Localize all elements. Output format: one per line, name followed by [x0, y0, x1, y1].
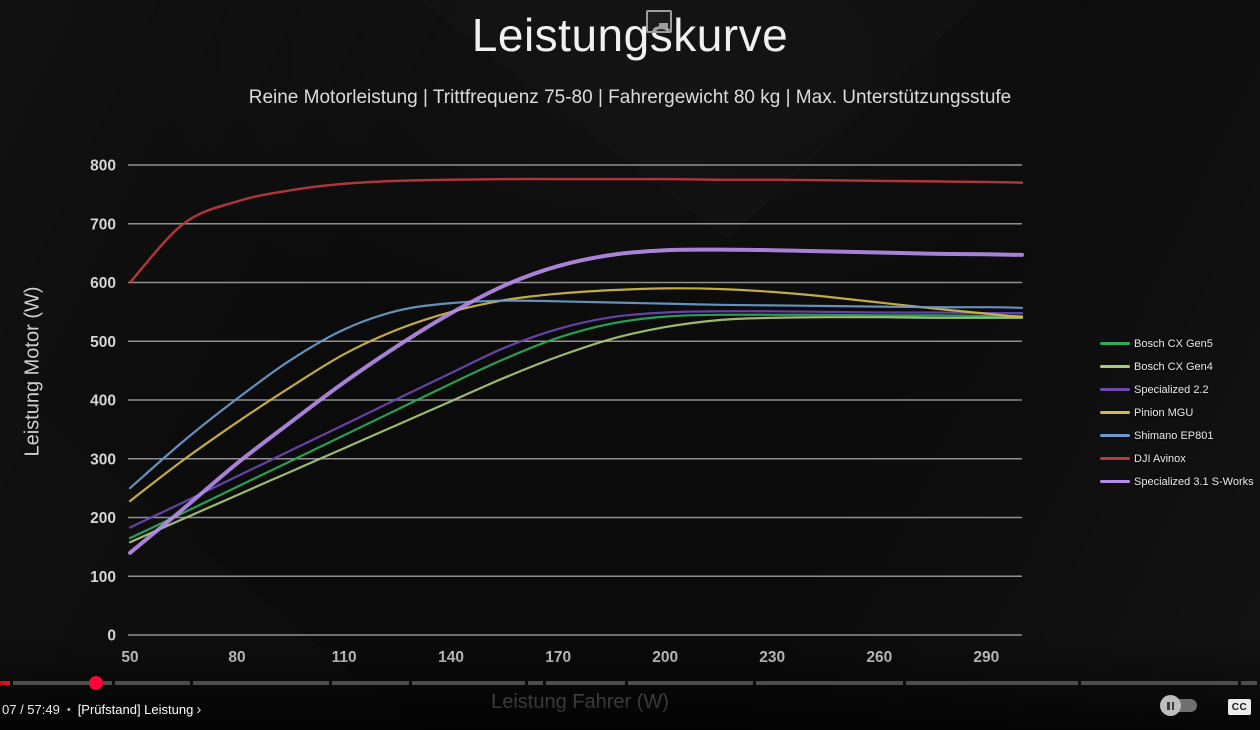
x-tick-label: 50	[121, 649, 138, 666]
player-info-bar: 07 / 57:49 • [Prüfstand] Leistung ›	[2, 701, 201, 718]
y-tick-label: 0	[107, 628, 116, 645]
legend-swatch	[1100, 388, 1130, 391]
legend-item: Bosch CX Gen5	[1100, 332, 1254, 355]
y-tick-label: 500	[90, 334, 116, 351]
y-tick-label: 400	[90, 393, 116, 410]
x-tick-label: 170	[545, 649, 571, 666]
chart-subtitle: Reine Motorleistung | Trittfrequenz 75-8…	[248, 87, 1012, 108]
legend-item: Bosch CX Gen4	[1100, 355, 1254, 378]
progress-chapter-segment	[193, 681, 329, 685]
series-line-dji-avinox	[128, 177, 1024, 284]
separator-dot: •	[66, 703, 71, 716]
legend-swatch	[1100, 365, 1130, 368]
y-tick-label: 200	[90, 510, 116, 527]
autoplay-toggle-knob	[1160, 695, 1181, 716]
y-tick-label: 300	[90, 451, 116, 468]
series-line-bosch-cx-gen5	[128, 313, 1024, 540]
chapter-title-button[interactable]: [Prüfstand] Leistung ›	[78, 701, 202, 718]
x-tick-label: 110	[332, 649, 357, 666]
legend-item: Specialized 3.1 S-Works	[1100, 470, 1254, 493]
series-line-bosch-cx-gen4	[128, 316, 1024, 544]
time-display: 07 / 57:49	[2, 702, 60, 717]
legend-label: Bosch CX Gen4	[1134, 360, 1213, 373]
y-tick-label: 700	[90, 216, 116, 233]
legend-label: Specialized 2.2	[1134, 383, 1209, 396]
y-tick-label: 600	[90, 275, 116, 292]
series-line-pinion-mgu	[128, 287, 1024, 503]
series-line-shimano-ep801	[128, 299, 1024, 490]
y-tick-label: 800	[90, 158, 116, 175]
pause-icon	[1171, 701, 1174, 710]
series-line-specialized-2-2	[128, 310, 1024, 529]
progress-chapter-segment	[1081, 681, 1238, 685]
legend-item: DJI Avinox	[1100, 447, 1254, 470]
legend-swatch	[1100, 434, 1130, 437]
legend-label: Pinion MGU	[1134, 406, 1194, 419]
legend-item: Specialized 2.2	[1100, 378, 1254, 401]
series-line-specialized-3-1-s-works	[128, 247, 1024, 555]
pause-icon	[1167, 701, 1170, 710]
autoplay-toggle[interactable]	[1160, 695, 1197, 716]
legend-item: Shimano EP801	[1100, 424, 1254, 447]
chapter-title-label: [Prüfstand] Leistung	[77, 702, 194, 717]
legend-label: Specialized 3.1 S-Works	[1134, 475, 1254, 488]
progress-chapter-segment	[756, 681, 903, 685]
legend-label: DJI Avinox	[1134, 452, 1186, 465]
x-tick-label: 80	[228, 649, 245, 666]
y-tick-label: 100	[90, 569, 116, 586]
progress-played	[0, 681, 10, 685]
progress-chapter-segment	[332, 681, 409, 685]
chart-legend: Bosch CX Gen5 Bosch CX Gen4 Specialized 2.…	[1100, 332, 1254, 493]
miniplayer-icon[interactable]	[646, 10, 672, 33]
progress-chapter-segment	[906, 681, 1078, 685]
progress-chapter-segment	[528, 681, 543, 685]
progress-chapter-segment	[13, 681, 112, 685]
legend-swatch	[1100, 411, 1130, 414]
legend-label: Bosch CX Gen5	[1134, 337, 1213, 350]
legend-swatch	[1100, 342, 1130, 345]
progress-chapter-segment	[546, 681, 625, 685]
x-tick-label: 230	[759, 649, 785, 666]
closed-captions-button[interactable]: CC	[1228, 699, 1251, 715]
x-tick-label: 140	[438, 649, 464, 666]
x-tick-label: 260	[866, 649, 892, 666]
legend-item: Pinion MGU	[1100, 401, 1254, 424]
progress-chapter-segment	[628, 681, 753, 685]
chevron-right-icon: ›	[196, 701, 202, 718]
video-progress-bar[interactable]	[0, 681, 1260, 686]
chart-title: Leistungskurve	[471, 9, 789, 61]
progress-chapter-segment	[115, 681, 190, 685]
x-axis-label: Leistung Fahrer (W)	[491, 691, 669, 713]
progress-chapter-segment	[1241, 681, 1257, 685]
legend-label: Shimano EP801	[1134, 429, 1214, 442]
x-tick-label: 290	[973, 649, 999, 666]
progress-scrubber[interactable]	[89, 676, 103, 690]
legend-swatch	[1100, 480, 1130, 483]
x-tick-label: 200	[652, 649, 678, 666]
legend-swatch	[1100, 457, 1130, 460]
progress-chapter-segment	[412, 681, 525, 685]
